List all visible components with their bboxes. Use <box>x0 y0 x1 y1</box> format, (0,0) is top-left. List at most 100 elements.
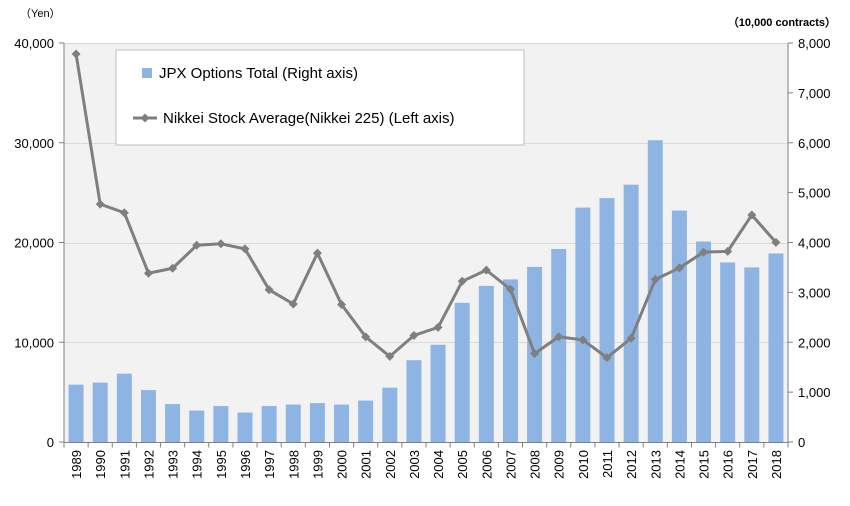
bar <box>478 285 494 442</box>
axes: 0 10,000 20,000 30,000 40,000 0 1,000 2,000 3,00… <box>14 36 830 479</box>
line-point <box>192 240 202 250</box>
right-axis-tick-label: 8,000 <box>798 36 831 51</box>
bar <box>165 404 181 442</box>
x-axis-tick-label: 1993 <box>166 450 181 479</box>
bar <box>671 210 687 442</box>
bar <box>261 406 277 442</box>
bar <box>599 198 615 442</box>
x-axis-tick-label: 1999 <box>310 450 325 479</box>
line-point <box>168 263 178 273</box>
bar <box>575 207 591 442</box>
line-point <box>723 246 733 256</box>
line-point <box>361 332 371 342</box>
bar <box>454 302 470 442</box>
line-point <box>409 330 419 340</box>
x-axis-tick-label: 2016 <box>721 450 736 479</box>
bar <box>116 373 132 442</box>
x-axis-tick-label: 2006 <box>479 450 494 479</box>
line-point <box>650 275 660 285</box>
line-point <box>433 322 443 332</box>
line-point <box>554 332 564 342</box>
right-axis-tick-label: 6,000 <box>798 136 831 151</box>
left-axis-tick-label: 30,000 <box>14 136 54 151</box>
right-axis-unit-label: （10,000 contracts） <box>728 16 836 29</box>
right-axis-tick-label: 2,000 <box>798 335 831 350</box>
x-axis-tick-label: 2000 <box>335 450 350 479</box>
line-point <box>288 299 298 309</box>
bar <box>309 403 325 442</box>
right-axis-tick-label: 0 <box>798 435 805 450</box>
line-point <box>505 284 515 294</box>
line-point <box>674 263 684 273</box>
x-axis-tick-label: 1994 <box>190 450 205 479</box>
legend: JPX Options Total (Right axis) Nikkei St… <box>115 49 525 146</box>
x-axis-tick-label: 1997 <box>262 450 277 479</box>
x-axis-tick-label: 2015 <box>697 450 712 479</box>
x-axis-tick-label: 2001 <box>359 450 374 479</box>
line-series <box>71 49 781 363</box>
left-axis-tick-label: 40,000 <box>14 36 54 51</box>
bar <box>551 248 567 442</box>
line-point <box>95 199 105 209</box>
bar <box>768 253 784 442</box>
left-axis-unit-label: （Yen） <box>20 7 61 20</box>
x-axis-tick-label: 2007 <box>503 450 518 479</box>
line-point <box>71 49 81 59</box>
bar-series <box>68 140 784 442</box>
x-axis-tick-label: 2005 <box>455 450 470 479</box>
right-axis-tick-label: 4,000 <box>798 236 831 251</box>
x-axis-tick-label: 2018 <box>769 450 784 479</box>
x-axis-tick-label: 2009 <box>552 450 567 479</box>
bar <box>237 412 253 442</box>
line-point <box>578 335 588 345</box>
bar <box>430 344 446 442</box>
line-point <box>216 239 226 249</box>
bar <box>285 404 301 442</box>
bar <box>334 404 350 442</box>
line-point <box>119 208 129 218</box>
right-axis-tick-label: 7,000 <box>798 86 831 101</box>
x-axis-tick-label: 1990 <box>93 450 108 479</box>
bar <box>623 184 639 442</box>
x-axis-tick-label: 2014 <box>672 450 687 479</box>
bar <box>406 360 422 442</box>
line-point <box>626 333 636 343</box>
legend-label-nikkei: Nikkei Stock Average(Nikkei 225) (Left a… <box>163 110 455 127</box>
line-point <box>312 248 322 258</box>
x-axis-tick-label: 2003 <box>407 450 422 479</box>
line-point <box>747 210 757 220</box>
x-axis-tick-label: 1991 <box>117 450 132 479</box>
line-point <box>481 265 491 275</box>
right-axis-tick-label: 5,000 <box>798 186 831 201</box>
bar <box>358 400 374 442</box>
legend-swatch-marker <box>140 113 150 123</box>
x-axis-tick-label: 1995 <box>214 450 229 479</box>
bar <box>140 390 156 442</box>
bar <box>720 262 736 442</box>
legend-swatch-bar <box>142 68 152 78</box>
line-point <box>771 237 781 247</box>
bar <box>382 387 398 442</box>
x-axis-tick-label: 2002 <box>383 450 398 479</box>
legend-box <box>115 49 525 146</box>
line-point <box>385 351 395 361</box>
bar <box>744 267 760 442</box>
x-axis-tick-label: 2017 <box>745 450 760 479</box>
bar <box>92 382 108 442</box>
left-axis-tick-label: 0 <box>47 435 54 450</box>
x-axis-tick-label: 2011 <box>600 450 615 478</box>
bar <box>647 140 663 442</box>
bar <box>502 279 518 442</box>
left-axis-tick-label: 20,000 <box>14 236 54 251</box>
x-axis-tick-label: 1989 <box>69 450 84 479</box>
x-axis-tick-label: 1992 <box>141 450 156 479</box>
line-point <box>143 268 153 278</box>
x-axis-tick-label: 2008 <box>528 450 543 479</box>
line-point <box>264 285 274 295</box>
right-axis-tick-label: 1,000 <box>798 385 831 400</box>
bar <box>68 384 84 442</box>
bar <box>189 410 205 442</box>
line-point <box>457 276 467 286</box>
line-point <box>530 349 540 359</box>
